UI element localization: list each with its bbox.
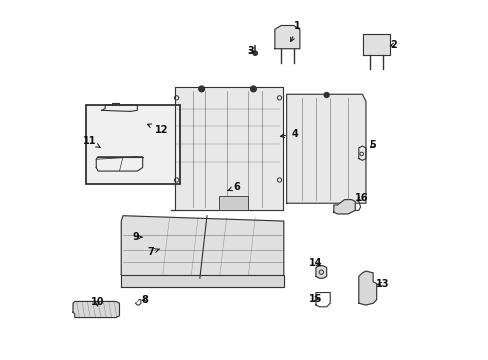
Polygon shape (315, 266, 326, 278)
Text: 6: 6 (227, 182, 240, 192)
Text: 1: 1 (290, 21, 301, 41)
Circle shape (250, 86, 256, 92)
Text: 4: 4 (280, 129, 297, 139)
Text: 13: 13 (376, 279, 389, 289)
Text: 3: 3 (247, 46, 254, 57)
Polygon shape (333, 200, 354, 214)
Polygon shape (358, 271, 376, 305)
Polygon shape (274, 26, 299, 49)
Text: 5: 5 (369, 140, 376, 150)
Text: 11: 11 (83, 136, 100, 147)
Text: 10: 10 (90, 297, 104, 307)
Bar (219, 196, 247, 210)
Text: 16: 16 (354, 193, 367, 203)
Circle shape (324, 93, 328, 98)
Polygon shape (121, 275, 283, 287)
Polygon shape (286, 94, 365, 203)
Text: 8: 8 (142, 295, 148, 305)
Text: 14: 14 (308, 258, 321, 268)
Text: 12: 12 (147, 124, 168, 135)
Polygon shape (73, 301, 119, 318)
Polygon shape (121, 216, 283, 280)
Circle shape (253, 51, 257, 55)
Text: 15: 15 (308, 294, 321, 303)
Bar (85, 105, 180, 184)
Text: 9: 9 (132, 232, 142, 242)
Polygon shape (363, 33, 389, 55)
Text: 7: 7 (147, 247, 160, 257)
Text: 2: 2 (389, 40, 396, 50)
Polygon shape (171, 87, 283, 210)
Circle shape (198, 86, 204, 92)
